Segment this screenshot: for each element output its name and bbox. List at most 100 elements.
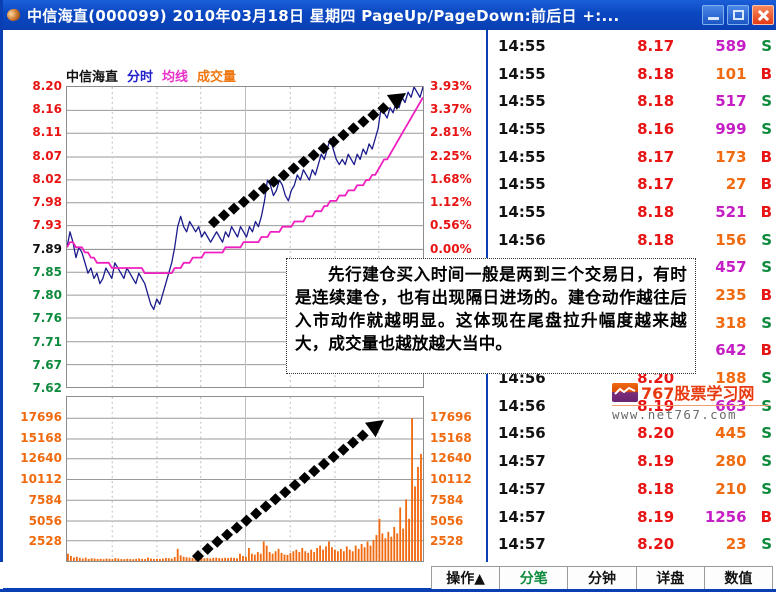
axis-label: 7.76 <box>32 311 62 326</box>
axis-label: 12640 <box>20 451 62 466</box>
axis-label: 7.98 <box>32 195 62 210</box>
axis-label: 8.07 <box>32 148 62 163</box>
axis-label: 8.16 <box>32 102 62 117</box>
legend-moving-average[interactable]: 均线 <box>162 69 189 85</box>
maximize-button[interactable] <box>727 5 749 25</box>
ticker-time: 14:55 <box>498 202 546 221</box>
chart-legend: 中信海直 分时 均线 成交量 <box>66 66 237 85</box>
ticker-row[interactable]: 14:57 8.19 1256 B <box>490 503 776 531</box>
ticker-price: 8.19 <box>637 507 675 526</box>
ticker-volume: 642 <box>715 341 747 360</box>
ticker-time: 14:56 <box>498 396 546 415</box>
ticker-side: S <box>761 479 772 498</box>
ticker-side: B <box>760 286 772 305</box>
ticker-row[interactable]: 14:56 8.18 156 S <box>490 226 776 254</box>
toolbar-tab-数值[interactable]: 数值 <box>704 566 774 590</box>
axis-label: 7584 <box>430 492 464 507</box>
brand-url: www.net767.com <box>612 407 737 422</box>
minimize-button[interactable] <box>702 5 724 25</box>
annotation-note: 先行建仓买入时间一般是两到三个交易日，有时是连续建仓，也有出现隔日进场的。建仓动… <box>286 258 696 374</box>
ticker-side: S <box>761 369 772 388</box>
ticker-side: S <box>761 258 772 277</box>
ticker-volume: 23 <box>725 535 747 554</box>
toolbar-tab-详盘[interactable]: 详盘 <box>636 566 705 590</box>
ticker-volume: 457 <box>715 258 747 277</box>
app-icon <box>5 6 23 24</box>
ticker-time: 14:57 <box>498 452 546 471</box>
axis-label: 7.89 <box>32 241 62 256</box>
toolbar-tab-分钟[interactable]: 分钟 <box>568 566 637 590</box>
axis-label: 10112 <box>20 472 62 486</box>
legend-intraday[interactable]: 分时 <box>127 69 154 85</box>
axis-label: 15168 <box>20 430 62 445</box>
operate-button[interactable]: 操作▲ <box>431 566 501 590</box>
ticker-row[interactable]: 14:56 8.20 445 S <box>490 420 776 448</box>
bottom-toolbar[interactable]: 操作▲ 分笔 分钟 详盘 数值 <box>3 566 774 590</box>
axis-label: 8.02 <box>32 171 62 186</box>
ticker-row[interactable]: 14:55 8.18 101 B <box>490 60 776 88</box>
window-title: 中信海直(000099) 2010年03月18日 星期四 PageUp/Page… <box>27 6 620 25</box>
ticker-row[interactable]: 14:57 8.18 210 S <box>490 475 776 503</box>
ticker-volume: 101 <box>715 64 747 83</box>
toolbar-spacer <box>3 566 431 590</box>
ticker-side: B <box>760 341 772 360</box>
ticker-side: S <box>761 313 772 332</box>
ticker-price: 8.19 <box>637 452 675 471</box>
ticker-volume: 521 <box>715 202 747 221</box>
axis-label: 0.00% <box>430 241 472 256</box>
legend-volume[interactable]: 成交量 <box>197 69 237 85</box>
axis-label: 7.62 <box>32 381 62 395</box>
ticker-price: 8.17 <box>637 147 675 166</box>
volume-chart[interactable] <box>66 396 424 562</box>
ticker-price: 8.17 <box>637 36 675 55</box>
window-body: 中信海直 分时 均线 成交量 8.20 8.16 8.11 8.07 8.02 7.98 7… <box>0 30 776 592</box>
axis-label: 8.11 <box>32 125 62 140</box>
ticker-time: 14:56 <box>498 230 546 249</box>
axis-label: 3.37% <box>430 102 472 117</box>
toolbar-tab-分笔[interactable]: 分笔 <box>500 566 569 590</box>
ticker-row[interactable]: 14:55 8.17 173 B <box>490 143 776 171</box>
ticker-side: S <box>761 424 772 443</box>
axis-label: 3.93% <box>430 79 472 93</box>
ticker-side: B <box>760 175 772 194</box>
axis-label: 1.12% <box>430 195 472 210</box>
title-bar: 中信海直(000099) 2010年03月18日 星期四 PageUp/Page… <box>0 0 776 30</box>
brand-logo-icon <box>612 382 638 402</box>
ticker-time: 14:55 <box>498 119 546 138</box>
close-button[interactable] <box>752 5 774 25</box>
axis-label: 7.71 <box>32 334 62 349</box>
ticker-volume: 999 <box>715 119 747 138</box>
axis-label: 5056 <box>28 513 62 528</box>
axis-label: 2528 <box>430 534 464 549</box>
ticker-price: 8.20 <box>637 424 675 443</box>
ticker-price: 8.17 <box>637 175 675 194</box>
ticker-price: 8.20 <box>637 535 675 554</box>
axis-label: 7584 <box>28 492 62 507</box>
ticker-row[interactable]: 14:55 8.17 27 B <box>490 170 776 198</box>
ticker-time: 14:56 <box>498 424 546 443</box>
axis-label: 15168 <box>430 430 472 445</box>
axis-label: 5056 <box>430 513 464 528</box>
ticker-row[interactable]: 14:55 8.18 517 S <box>490 87 776 115</box>
ticker-volume: 210 <box>715 479 747 498</box>
ticker-volume: 445 <box>715 424 747 443</box>
ticker-row[interactable]: 14:55 8.16 999 S <box>490 115 776 143</box>
ticker-side: B <box>760 202 772 221</box>
axis-label: 1.68% <box>430 171 472 186</box>
annotation-text: 先行建仓买入时间一般是两到三个交易日，有时是连续建仓，也有出现隔日进场的。建仓动… <box>295 265 687 353</box>
ticker-side: S <box>761 36 772 55</box>
ticker-volume: 156 <box>715 230 747 249</box>
ticker-side: B <box>760 64 772 83</box>
ticker-row[interactable]: 14:57 8.20 23 S <box>490 530 776 558</box>
ticker-volume: 318 <box>715 313 747 332</box>
ticker-row[interactable]: 14:55 8.18 521 B <box>490 198 776 226</box>
axis-label: 17696 <box>20 409 62 424</box>
axis-label: 12640 <box>430 451 472 466</box>
ticker-side: S <box>761 92 772 111</box>
legend-stock-name: 中信海直 <box>66 69 119 85</box>
ticker-row[interactable]: 14:55 8.17 589 S <box>490 32 776 60</box>
ticker-row[interactable]: 14:57 8.19 280 S <box>490 447 776 475</box>
ticker-side: B <box>760 507 772 526</box>
ticker-price: 8.16 <box>637 119 675 138</box>
